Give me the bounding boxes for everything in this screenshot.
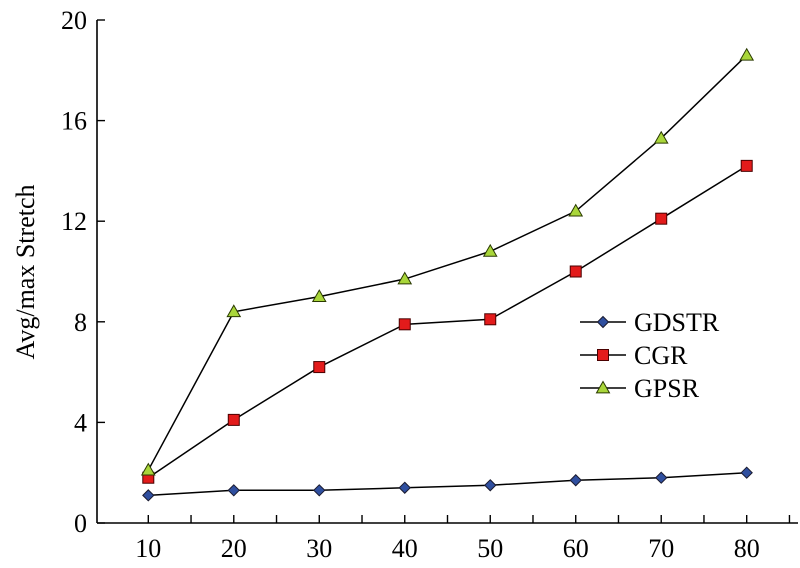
data-point-gpsr <box>226 304 242 318</box>
ticks: 0 4 8 12 16 20 10 20 30 40 50 60 70 80 <box>61 6 791 563</box>
legend-marker <box>596 315 610 329</box>
data-point-cgr <box>313 361 326 374</box>
x-tick-label: 20 <box>221 534 247 563</box>
data-point-gdstr <box>313 484 326 497</box>
series <box>140 47 755 502</box>
data-point-cgr <box>655 212 668 225</box>
data-point-gpsr <box>482 243 498 257</box>
data-point-cgr <box>484 313 497 326</box>
y-tick-label: 8 <box>74 308 87 337</box>
data-point-gdstr <box>227 484 240 497</box>
series-line-gpsr <box>147 54 748 471</box>
y-tick-label: 20 <box>61 6 87 35</box>
data-point-gdstr <box>142 489 155 502</box>
data-point-gpsr <box>397 271 413 285</box>
legend-label: GPSR <box>634 374 700 403</box>
data-point-cgr <box>569 265 582 278</box>
y-tick-label: 16 <box>61 107 87 136</box>
y-tick-label: 4 <box>74 408 87 437</box>
legend: GDSTR CGR GPSR <box>580 308 720 403</box>
legend-marker <box>597 349 609 361</box>
data-point-gpsr <box>568 203 584 217</box>
series-cgr <box>142 159 753 484</box>
legend-label: CGR <box>634 341 688 370</box>
data-point-gdstr <box>655 471 668 484</box>
legend-marker <box>595 380 611 394</box>
data-point-cgr <box>740 159 753 172</box>
x-tick-label: 10 <box>135 534 161 563</box>
x-tick-label: 60 <box>563 534 589 563</box>
data-point-gpsr <box>311 289 327 303</box>
x-tick-label: 30 <box>306 534 332 563</box>
data-point-gdstr <box>740 466 753 479</box>
legend-item-cgr: CGR <box>580 341 688 370</box>
legend-item-gpsr: GPSR <box>580 374 700 403</box>
series-line-gdstr <box>148 471 747 497</box>
data-point-gdstr <box>398 481 411 494</box>
x-tick-label: 70 <box>648 534 674 563</box>
series-line-cgr <box>147 165 748 479</box>
axes <box>96 20 798 524</box>
legend-item-gdstr: GDSTR <box>580 308 720 337</box>
x-tick-label: 50 <box>477 534 503 563</box>
legend-label: GDSTR <box>634 308 720 337</box>
data-point-gpsr <box>653 130 669 144</box>
data-point-cgr <box>398 318 411 331</box>
y-axis-label: Avg/max Stretch <box>11 185 40 360</box>
x-tick-label: 40 <box>392 534 418 563</box>
data-point-gdstr <box>569 474 582 487</box>
data-point-cgr <box>227 413 240 426</box>
data-point-gdstr <box>484 479 497 492</box>
series-gpsr <box>140 47 755 476</box>
x-tick-label: 80 <box>734 534 760 563</box>
y-tick-label: 12 <box>61 207 87 236</box>
series-gdstr <box>142 466 753 502</box>
data-point-gpsr <box>739 47 755 61</box>
data-point-gpsr <box>140 462 156 476</box>
y-tick-label: 0 <box>74 509 87 538</box>
